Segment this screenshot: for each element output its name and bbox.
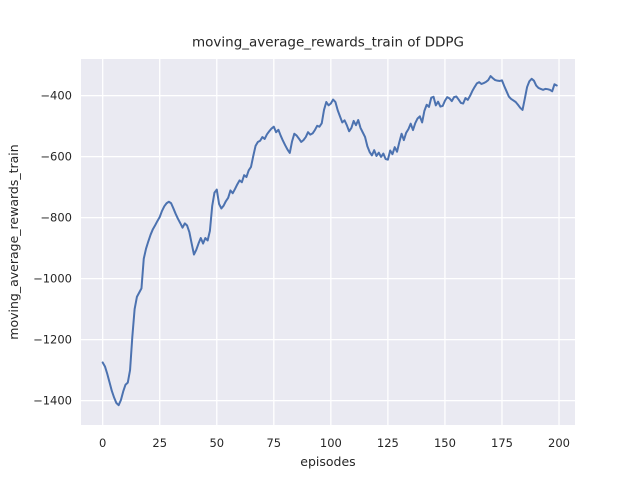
x-tick-label: 75	[266, 436, 281, 450]
x-tick-label: 150	[434, 436, 456, 450]
x-axis-label: episodes	[300, 454, 355, 469]
gridlines	[81, 59, 575, 425]
x-tick-label: 125	[377, 436, 399, 450]
y-tick-label: −600	[40, 150, 72, 164]
x-tick-label: 200	[548, 436, 570, 450]
series-line	[101, 75, 558, 407]
plot-area	[81, 59, 575, 425]
y-tick-label: −400	[40, 89, 72, 103]
y-axis-label: moving_average_rewards_train	[6, 144, 21, 339]
chart-title: moving_average_rewards_train of DDPG	[192, 35, 464, 51]
series-layer	[101, 75, 558, 407]
y-tick-label: −1000	[33, 272, 72, 286]
x-tick-label: 25	[152, 436, 167, 450]
x-tick-labels: 0 25 50 75 100 125 150 175 200	[99, 436, 570, 450]
x-tick-label: 100	[320, 436, 342, 450]
y-tick-labels: −400 −600 −800 −1000 −1200 −1400	[33, 89, 72, 408]
y-tick-label: −1400	[33, 394, 72, 408]
y-tick-label: −800	[40, 211, 72, 225]
x-tick-label: 0	[99, 436, 106, 450]
y-tick-label: −1200	[33, 333, 72, 347]
x-tick-label: 175	[491, 436, 513, 450]
x-tick-label: 50	[209, 436, 224, 450]
